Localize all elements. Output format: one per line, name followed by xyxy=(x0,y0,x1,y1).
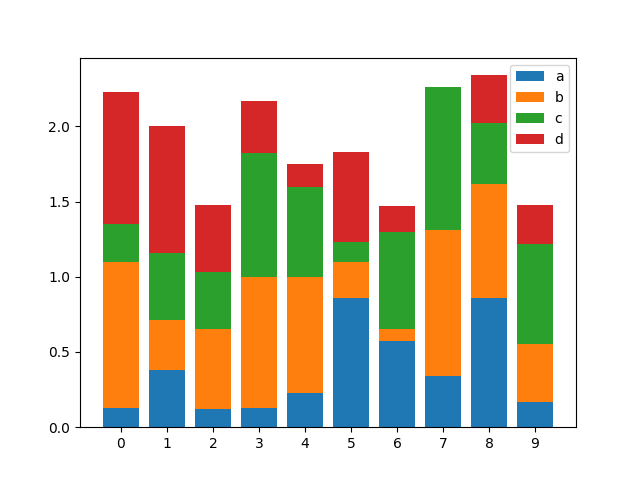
Bar xyxy=(148,320,186,370)
Bar xyxy=(379,341,415,427)
Bar xyxy=(470,123,508,183)
Bar xyxy=(195,409,232,427)
Bar xyxy=(379,329,415,341)
Bar xyxy=(102,262,140,408)
Bar xyxy=(195,204,232,272)
Bar xyxy=(424,230,461,376)
Bar xyxy=(148,370,186,427)
Bar xyxy=(333,152,369,242)
Bar xyxy=(241,408,277,427)
Bar xyxy=(148,126,186,252)
Bar xyxy=(333,262,369,298)
Bar xyxy=(102,408,140,427)
Bar xyxy=(287,164,323,187)
Legend: a, b, c, d: a, b, c, d xyxy=(510,64,569,153)
Bar xyxy=(333,242,369,262)
Bar xyxy=(102,92,140,224)
Bar xyxy=(379,232,415,329)
Bar xyxy=(333,298,369,427)
Bar xyxy=(424,376,461,427)
Bar xyxy=(148,252,186,320)
Bar xyxy=(516,204,554,244)
Bar xyxy=(470,183,508,298)
Bar xyxy=(516,402,554,427)
Bar xyxy=(516,244,554,345)
Bar xyxy=(241,277,277,408)
Bar xyxy=(516,345,554,402)
Bar xyxy=(241,101,277,154)
Bar xyxy=(287,393,323,427)
Bar xyxy=(241,154,277,277)
Bar xyxy=(287,187,323,277)
Bar xyxy=(195,329,232,409)
Bar xyxy=(287,277,323,393)
Bar xyxy=(379,206,415,232)
Bar xyxy=(470,298,508,427)
Bar xyxy=(470,75,508,123)
Bar xyxy=(195,272,232,329)
Bar xyxy=(102,224,140,262)
Bar xyxy=(424,87,461,230)
